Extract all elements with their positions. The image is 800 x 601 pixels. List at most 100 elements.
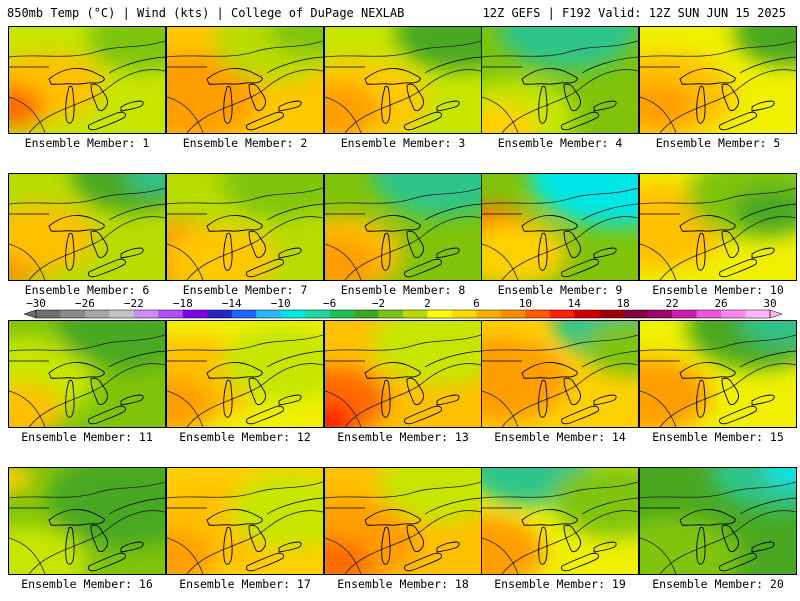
lake-outline xyxy=(364,68,421,85)
temperature-zone xyxy=(764,468,796,488)
lake-outline xyxy=(278,247,302,259)
height-contour xyxy=(501,69,638,133)
temperature-map xyxy=(481,26,639,134)
temperature-map xyxy=(324,26,482,134)
colorbar-tick-label: −10 xyxy=(271,297,291,310)
temperature-zone xyxy=(55,321,165,370)
height-contour xyxy=(325,334,481,352)
ensemble-panel: Ensemble Member: 19 xyxy=(481,467,639,601)
colorbar-swatch xyxy=(109,310,135,318)
border-line xyxy=(9,203,165,221)
height-contour xyxy=(186,69,323,133)
colorbar-tick-label: 30 xyxy=(763,297,776,310)
colorbar-tick-label: 14 xyxy=(568,297,582,310)
lake-outline xyxy=(538,379,548,418)
ensemble-panel: Ensemble Member: 14 xyxy=(481,320,639,454)
height-contour xyxy=(167,537,204,574)
colorbar-swatch xyxy=(672,310,697,318)
lake-outline xyxy=(521,215,578,232)
colorbar-swatch xyxy=(207,310,233,318)
lake-outline xyxy=(721,230,739,259)
border-line xyxy=(9,350,165,368)
height-contour xyxy=(9,243,46,280)
lake-outline xyxy=(563,377,581,406)
temperature-zone xyxy=(395,27,481,71)
lake-outline xyxy=(436,247,460,259)
border-line xyxy=(325,350,481,368)
lake-outline xyxy=(696,526,706,565)
lake-outline xyxy=(246,552,284,572)
height-contour xyxy=(344,363,481,427)
temperature-zone xyxy=(497,27,638,70)
lake-outline xyxy=(223,379,233,418)
height-contour xyxy=(9,40,165,58)
lake-outline xyxy=(719,552,757,572)
map-field xyxy=(167,472,323,574)
height-contour xyxy=(325,537,362,574)
border-line xyxy=(640,56,796,74)
lake-outline xyxy=(248,230,266,259)
colorbar-swatch xyxy=(36,310,61,318)
temperature-zone xyxy=(268,27,323,56)
height-contour xyxy=(9,481,165,499)
temperature-map xyxy=(481,320,639,428)
ensemble-panel: Ensemble Member: 16 xyxy=(8,467,166,601)
height-contour xyxy=(9,187,165,205)
temperature-zone xyxy=(371,321,481,386)
colorbar-swatch xyxy=(231,310,257,318)
temperature-zone xyxy=(528,174,638,227)
member-label: Ensemble Member: 16 xyxy=(21,577,153,591)
border-line xyxy=(640,350,796,368)
member-label: Ensemble Member: 14 xyxy=(494,430,626,444)
height-contour xyxy=(9,537,46,574)
member-label: Ensemble Member: 9 xyxy=(497,283,623,297)
map-field xyxy=(640,321,796,427)
lake-outline xyxy=(406,230,424,259)
map-field xyxy=(482,321,638,427)
lake-outline xyxy=(593,541,617,553)
temperature-zone xyxy=(640,357,711,427)
temperature-zone xyxy=(229,472,323,549)
member-label: Ensemble Member: 10 xyxy=(652,283,784,297)
temperature-zone xyxy=(482,336,568,423)
lake-outline xyxy=(751,541,775,553)
height-contour xyxy=(640,243,677,280)
lake-outline xyxy=(719,405,757,425)
temperature-map xyxy=(639,467,797,575)
colorbar-swatch xyxy=(403,310,428,318)
ensemble-panel: Ensemble Member: 6 xyxy=(8,173,166,307)
border-line xyxy=(640,497,796,515)
colorbar-swatch xyxy=(476,310,502,318)
lake-outline xyxy=(120,394,144,406)
height-contour xyxy=(167,334,323,352)
temperature-zone xyxy=(87,27,165,71)
height-contour xyxy=(186,510,323,574)
lake-outline xyxy=(223,85,233,124)
temperature-map xyxy=(8,320,166,428)
lake-outline xyxy=(364,215,421,232)
temperature-map xyxy=(639,320,797,428)
colorbar-swatch xyxy=(256,310,281,318)
height-contour xyxy=(640,537,677,574)
ensemble-panel: Ensemble Member: 15 xyxy=(639,320,797,454)
lake-outline xyxy=(538,232,548,271)
temperature-zone xyxy=(167,529,214,574)
colorbar-swatch xyxy=(574,310,600,318)
lake-outline xyxy=(206,215,263,232)
map-field xyxy=(640,174,796,280)
colorbar-swatch xyxy=(647,310,673,318)
header: 850mb Temp (°C) | Wind (kts) | College o… xyxy=(0,0,800,24)
map-field xyxy=(325,321,481,427)
lake-outline xyxy=(120,100,144,112)
lake-outline xyxy=(206,68,263,85)
border-line xyxy=(9,56,165,74)
lake-outline xyxy=(436,100,460,112)
colorbar-tick-label: 2 xyxy=(424,297,431,310)
lake-outline xyxy=(48,68,105,85)
lake-outline xyxy=(521,362,578,379)
lake-outline xyxy=(90,83,108,112)
ensemble-panel: Ensemble Member: 11 xyxy=(8,320,166,454)
colorbar-swatch xyxy=(378,310,404,318)
map-field xyxy=(167,27,323,133)
lake-outline xyxy=(278,100,302,112)
